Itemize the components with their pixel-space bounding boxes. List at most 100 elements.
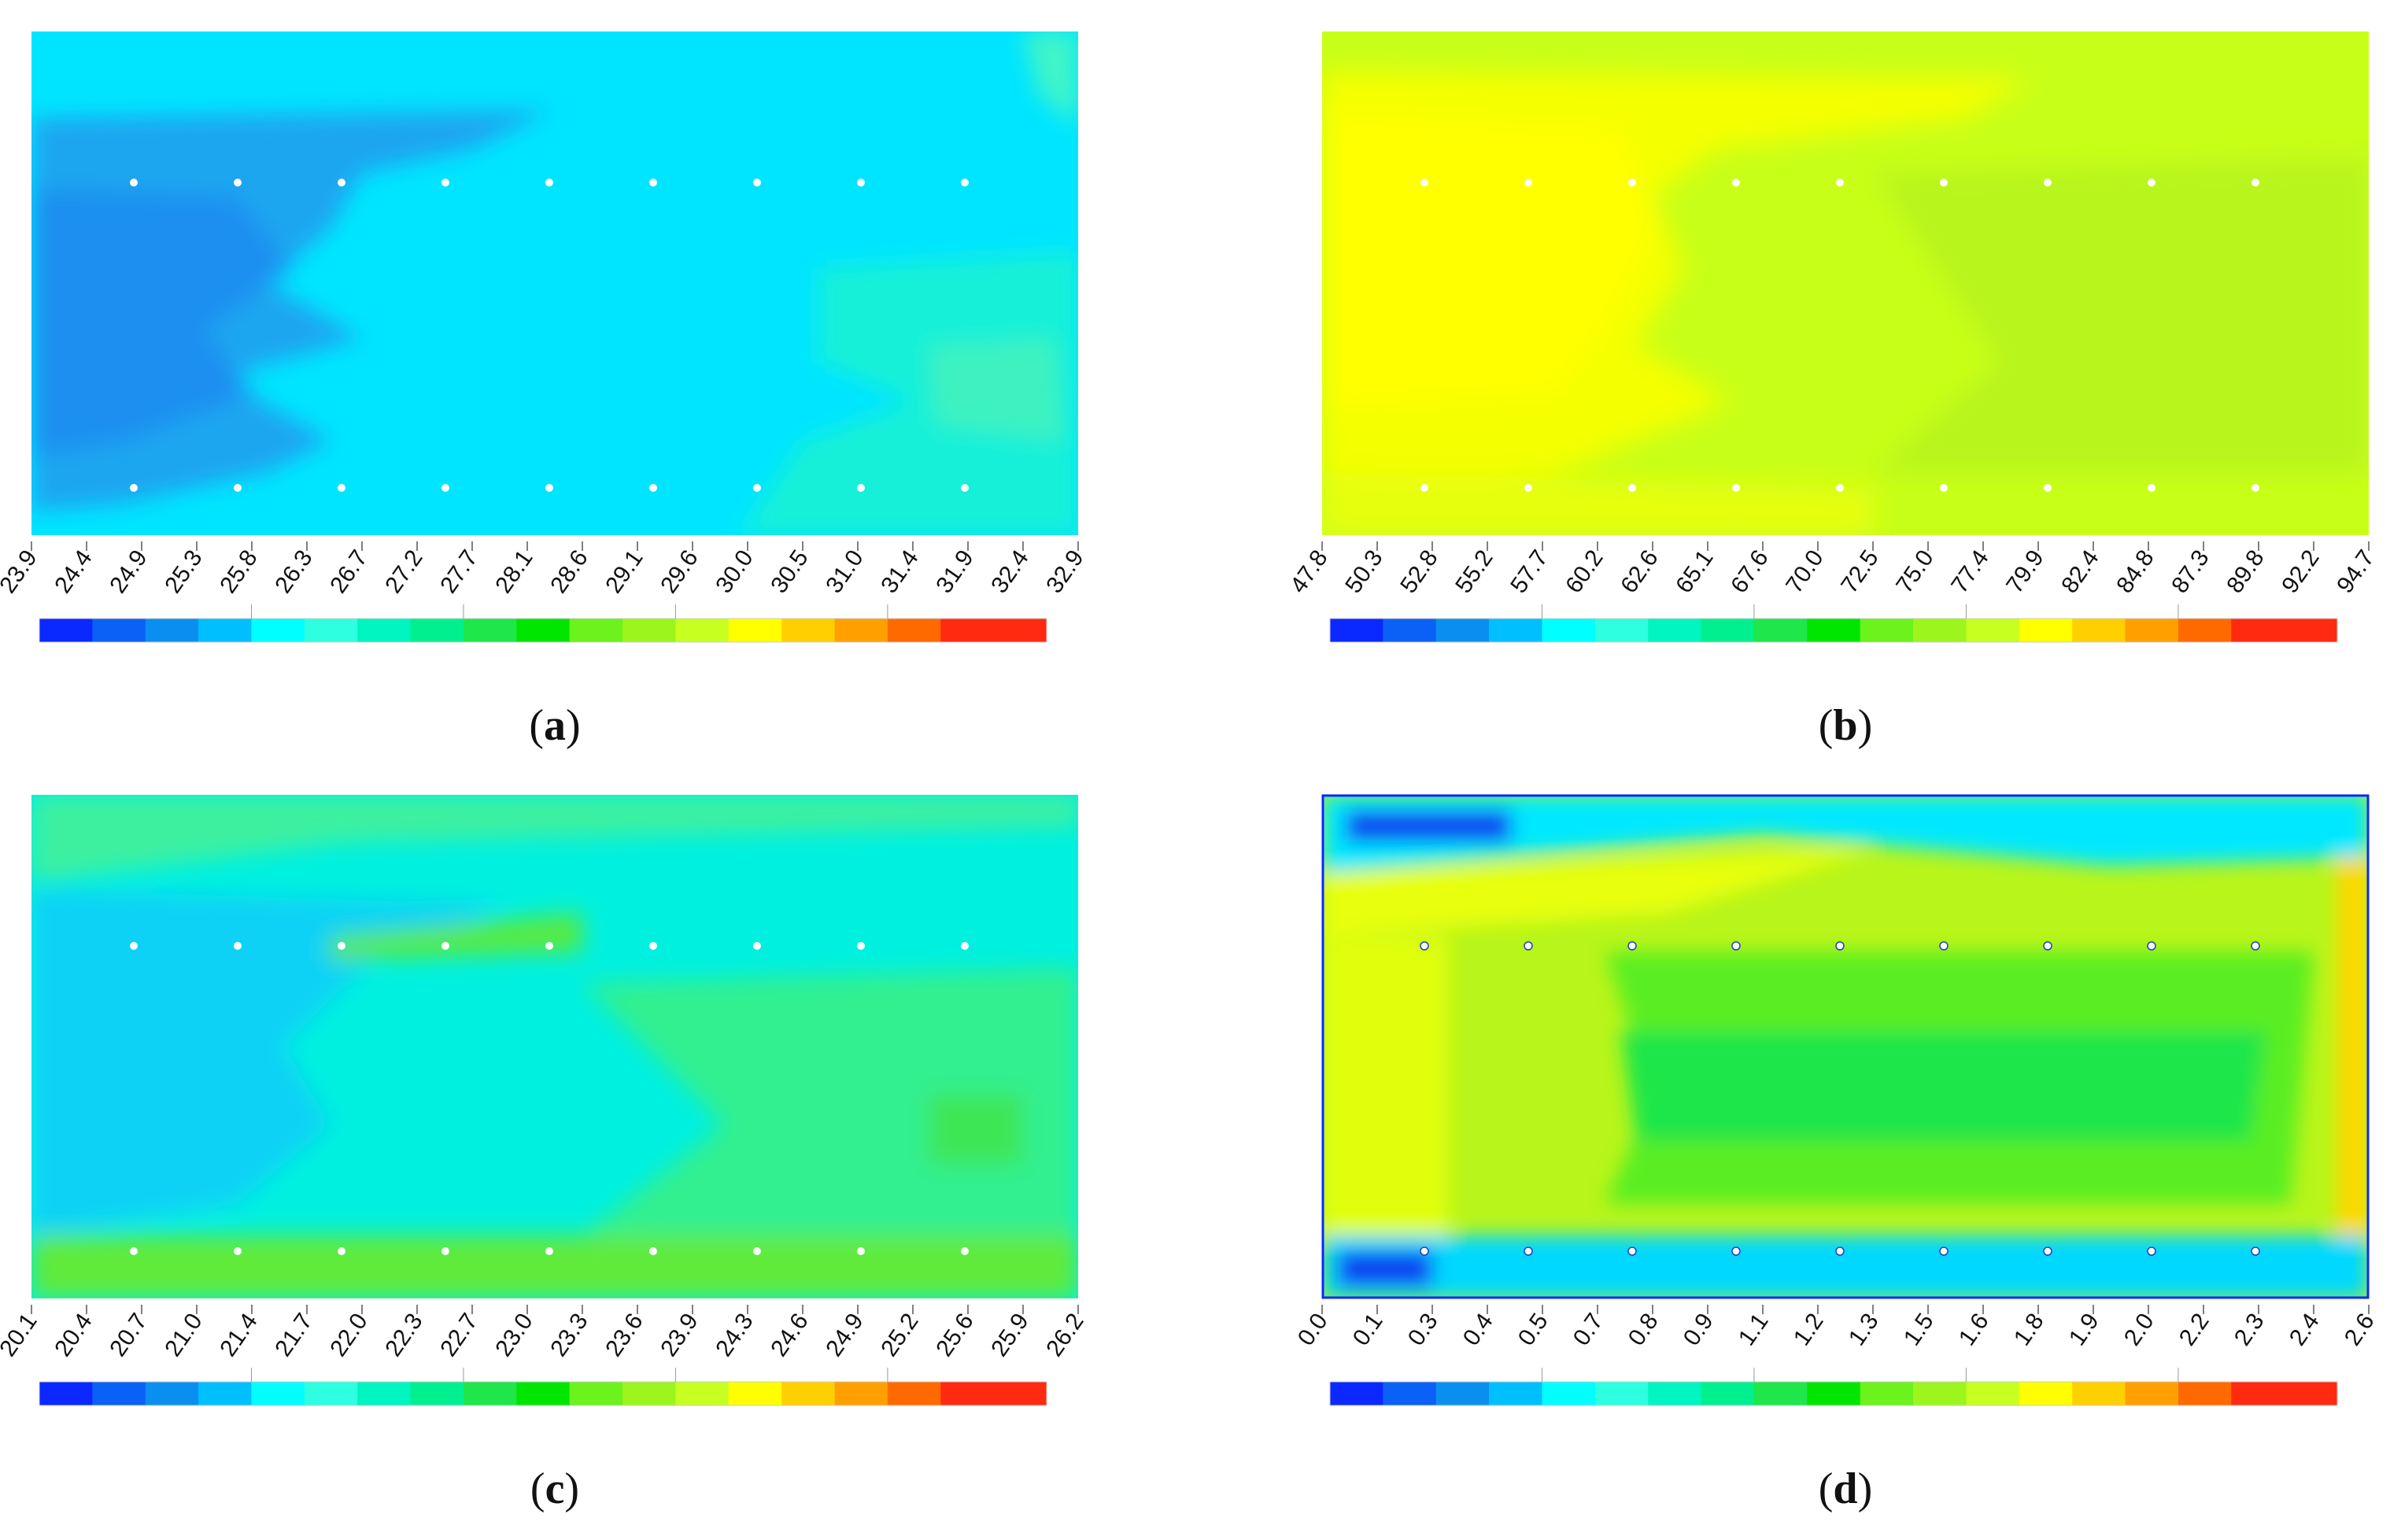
colorbar-tick-label: 26.7 [325, 545, 373, 598]
colorbar-tick-label: 21.4 [215, 1309, 263, 1361]
colorbar-tick-label: 92.2 [2277, 545, 2325, 598]
upper-streak-c [331, 913, 582, 960]
contour-field-d [1322, 795, 2369, 1298]
colorbar-tick-label: 21.0 [160, 1309, 208, 1361]
colorbar-tick-label: 0.8 [1624, 1309, 1664, 1350]
colorbar-segment [728, 619, 782, 642]
measurement-point [1627, 941, 1637, 951]
colorbar-segment [304, 1382, 358, 1405]
colorbar-tick-label: 25.9 [986, 1309, 1034, 1361]
measurement-point [338, 179, 345, 186]
measurement-point [1420, 484, 1428, 492]
measurement-point [649, 179, 657, 186]
lower-band-c [31, 1235, 1078, 1298]
measurement-point [1524, 1246, 1533, 1256]
colorbar-tick-label: 72.5 [1836, 545, 1884, 598]
contour-chart-a: 23.9 24.4 24.9 25.3 25.8 26.3 26.7 27.2 27.7 28.1… [0, 31, 1089, 643]
measurement-point [2044, 484, 2052, 492]
colorbar-tick-label: 28.1 [490, 545, 538, 598]
panel-caption-a: (a) [529, 701, 581, 750]
colorbar-segment [516, 619, 571, 642]
panel-caption-c: (c) [530, 1464, 580, 1513]
measurement-point [753, 179, 761, 186]
colorbar-tick-label: 1.9 [2064, 1309, 2104, 1350]
measurement-point [338, 484, 345, 492]
colorbar-tick-label: 20.4 [50, 1309, 98, 1361]
most-humid-region-b [1322, 110, 1660, 409]
colorbar-segment [1648, 1382, 1702, 1405]
measurement-point [649, 1247, 657, 1255]
colorbar-segment [1383, 1382, 1437, 1405]
measurement-point [2147, 941, 2156, 951]
contour-chart-d: 0.0 0.1 0.3 0.4 0.5 0.7 0.8 0.9 1.1 1.2 1.3 1.5 1.6 1… [1293, 794, 2380, 1406]
measurement-point [2251, 1246, 2260, 1256]
colorbar-segment [357, 1382, 412, 1405]
colorbar-segment [357, 619, 412, 642]
colorbar-segment [304, 619, 358, 642]
colorbar-tick-label: 26.3 [270, 545, 318, 598]
colorbar-segment [1913, 619, 1967, 642]
colorbar-frame [39, 1381, 1047, 1406]
lower-low-velocity-d [1338, 1251, 1432, 1287]
colorbar-ticks-b: 47.8 50.3 52.8 55.2 57.7 60.2 62.6 65.1 67.6 70.0… [1285, 541, 2380, 619]
colorbar-tick-label: 2.0 [2119, 1309, 2159, 1350]
colorbar-tick-label: 94.7 [2332, 545, 2380, 598]
measurement-point [961, 179, 969, 186]
colorbar-segment [1701, 619, 1755, 642]
colorbar-segment [39, 1382, 93, 1405]
colorbar-tick-label: 0.3 [1403, 1309, 1443, 1350]
colorbar-segment [1594, 619, 1649, 642]
measurement-point [1628, 484, 1636, 492]
colorbar-tick-label: 2.4 [2285, 1309, 2325, 1350]
colorbar-segment [1753, 1382, 1808, 1405]
colorbar-tick-label: 0.5 [1513, 1309, 1553, 1350]
colorbar-tick-label: 52.8 [1395, 545, 1443, 598]
colorbar-tick-label: 22.7 [435, 1309, 483, 1361]
colorbar-tick-label: 23.9 [0, 545, 42, 598]
colorbar-segment [145, 1382, 199, 1405]
measurement-point [1627, 1246, 1637, 1256]
colorbar-ticks-c: 20.1 20.4 20.7 21.0 21.4 21.7 22.0 22.3 22.7 23.0… [0, 1305, 1089, 1382]
colorbar-segment [622, 1382, 676, 1405]
colorbar-tick-label: 27.2 [380, 545, 428, 598]
colorbar-segment [92, 1382, 146, 1405]
measurement-point [961, 1247, 969, 1255]
measurement-point [2251, 179, 2259, 186]
measurement-point [1940, 484, 1948, 492]
colorbar-tick-label: 77.4 [1946, 545, 1994, 598]
colorbar-segment [1542, 1382, 1596, 1405]
colorbar-segment [2231, 619, 2285, 642]
measurement-point [1628, 179, 1636, 186]
measurement-point [441, 942, 449, 950]
colorbar-segment [1753, 619, 1808, 642]
measurement-point [545, 942, 553, 950]
measurement-point [130, 179, 138, 186]
colorbar-segment [2178, 619, 2232, 642]
colorbar-tick-label: 1.8 [2009, 1309, 2049, 1350]
colorbar-tick-label: 31.9 [931, 545, 979, 598]
colorbar-d [1329, 1381, 2338, 1406]
measurement-point [2147, 1246, 2156, 1256]
measurement-point [1524, 179, 1532, 186]
colorbar-segment [2284, 619, 2338, 642]
upper-jet-d [1322, 850, 1873, 936]
measurement-point [130, 1247, 138, 1255]
colorbar-segment [1648, 619, 1702, 642]
colorbar-segment [1807, 1382, 1861, 1405]
colorbar-segment [569, 1382, 623, 1405]
colorbar-segment [834, 619, 888, 642]
colorbar-segment [2019, 1382, 2073, 1405]
colorbar-tick-label: 0.9 [1679, 1309, 1719, 1350]
measurement-point [1420, 179, 1428, 186]
colorbar-tick-label: 84.8 [2111, 545, 2159, 598]
colorbar-tick-label: 29.1 [600, 545, 648, 598]
colorbar-segment [1435, 1382, 1490, 1405]
colorbar-tick-label: 89.8 [2222, 545, 2270, 598]
colorbar-tick-label: 32.9 [1041, 545, 1089, 598]
colorbar-tick-label: 0.4 [1458, 1309, 1498, 1350]
colorbar-segment [993, 619, 1047, 642]
colorbar-tick-label: 23.9 [656, 1309, 704, 1361]
colorbar-segment [198, 1382, 252, 1405]
colorbar-tick-label: 27.7 [435, 545, 483, 598]
colorbar-segment [728, 1382, 782, 1405]
